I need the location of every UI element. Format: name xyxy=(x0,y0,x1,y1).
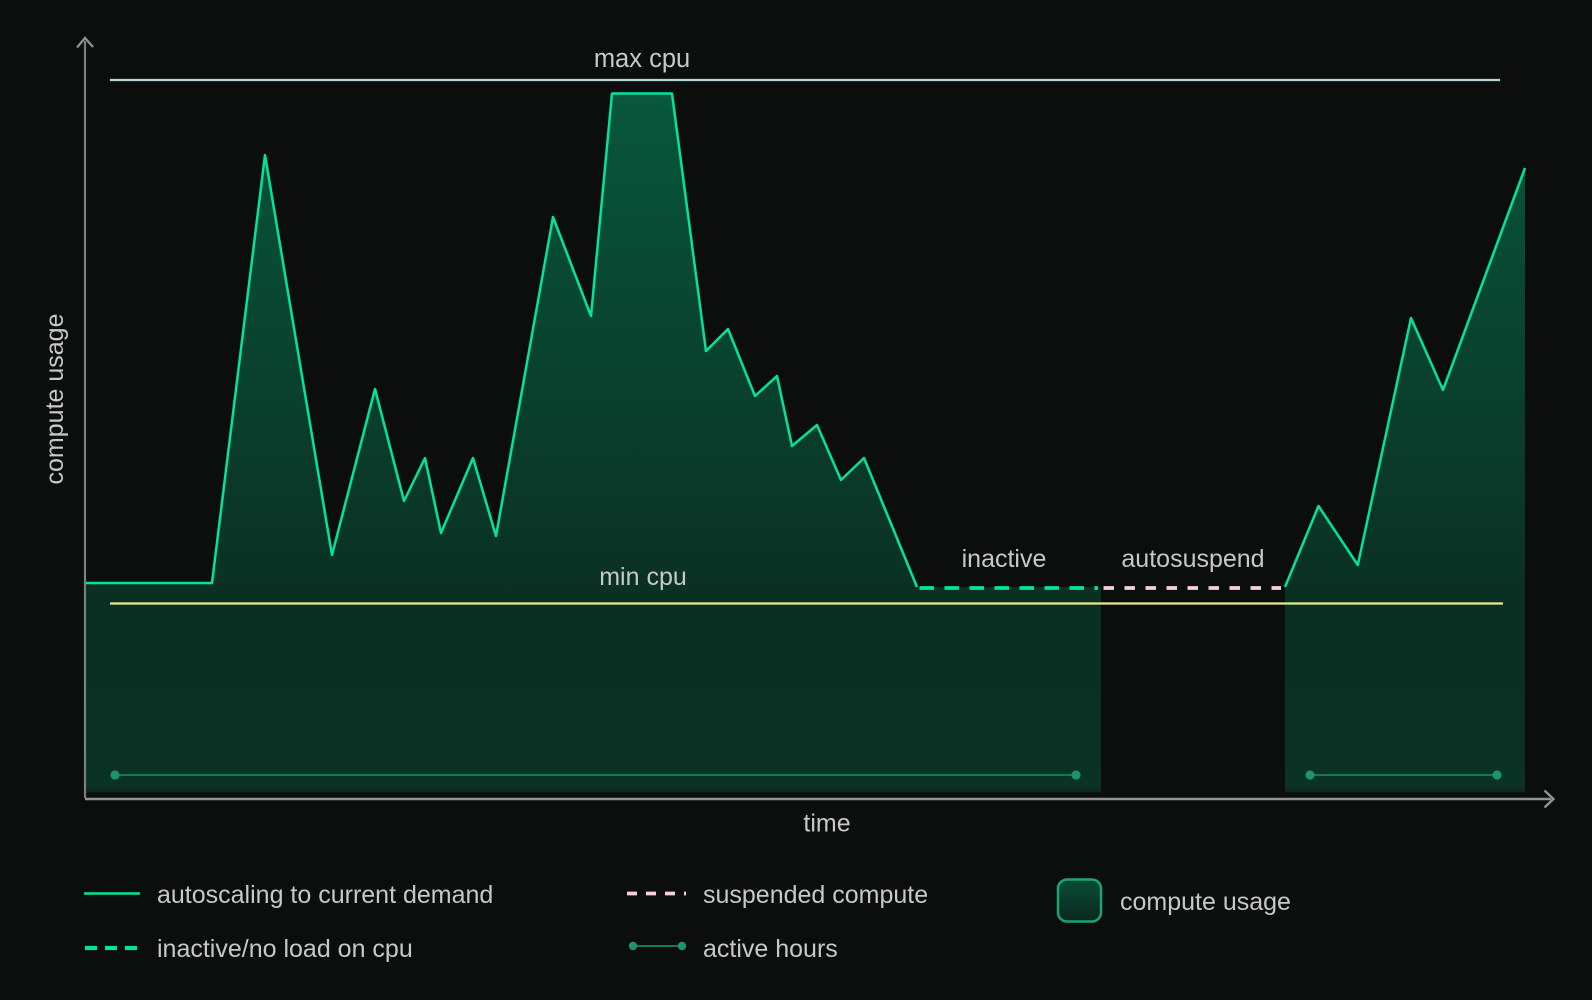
svg-text:min cpu: min cpu xyxy=(599,563,687,591)
svg-text:compute usage: compute usage xyxy=(1120,888,1291,916)
svg-text:autosuspend: autosuspend xyxy=(1121,545,1264,573)
svg-text:active hours: active hours xyxy=(703,935,838,963)
svg-text:inactive/no load on cpu: inactive/no load on cpu xyxy=(157,935,413,963)
svg-text:time: time xyxy=(803,810,850,838)
svg-text:autoscaling to current demand: autoscaling to current demand xyxy=(157,881,493,909)
svg-text:suspended compute: suspended compute xyxy=(703,881,928,909)
svg-text:compute usage: compute usage xyxy=(41,314,69,485)
svg-text:max cpu: max cpu xyxy=(594,45,690,73)
svg-text:inactive: inactive xyxy=(962,545,1047,573)
